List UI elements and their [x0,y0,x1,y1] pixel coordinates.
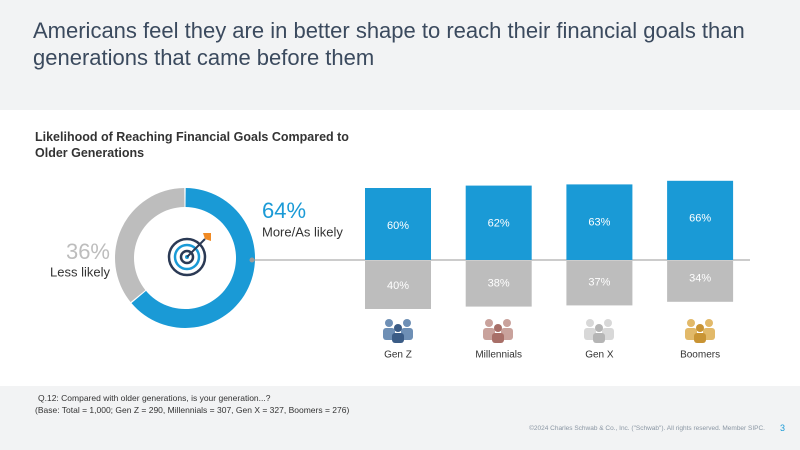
millennials-icon [483,319,513,343]
bar-value-label: 62% [488,218,510,230]
bar-value-label: 40% [387,280,409,292]
copyright: ©2024 Charles Schwab & Co., Inc. ("Schwa… [529,425,765,432]
bar-segment [566,261,633,306]
bar-value-label: 66% [689,213,711,225]
x-tick-label: Gen X [585,350,614,361]
boomers-icon [685,319,715,343]
chart-title: Likelihood of Reaching Financial Goals C… [35,130,349,160]
donut-value-label: 36% [66,239,110,264]
bar-value-label: 38% [488,278,510,290]
x-tick-label: Gen Z [384,350,412,361]
bar-value-label: 63% [588,216,610,228]
header-band [0,0,800,110]
bar-segment [365,188,431,260]
donut-segment [131,188,255,328]
target-icon [167,233,211,277]
donut-category-label: More/As likely [262,224,343,239]
bar-segment [566,184,633,260]
chart: 64%More/As likely 36%Less likely 60% 40% Gen… [50,180,750,361]
footnote-base: (Base: Total = 1,000; Gen Z = 290, Mille… [35,405,350,415]
bar-segment [667,261,734,302]
bar-value-label: 60% [387,220,409,232]
page-number: 3 [780,423,786,433]
gen-z-icon [383,319,413,343]
bar-segment [465,185,532,260]
bar-segment [465,261,532,307]
footer-band [0,386,800,450]
donut-segment [114,188,185,303]
bar-value-label: 34% [689,273,711,285]
x-tick-label: Millennials [475,350,522,361]
slide-title: Americans feel they are in better shape … [33,18,745,70]
bar-segment [667,180,734,260]
footnote-question: Q.12: Compared with older generations, i… [38,393,271,403]
x-tick-label: Boomers [680,350,720,361]
donut-category-label: Less likely [50,264,110,279]
donut-value-label: 64% [262,198,306,223]
bar-segment [365,261,431,309]
bar-value-label: 37% [588,276,610,288]
gen-x-icon [584,319,614,343]
baseline-dot [249,257,255,263]
